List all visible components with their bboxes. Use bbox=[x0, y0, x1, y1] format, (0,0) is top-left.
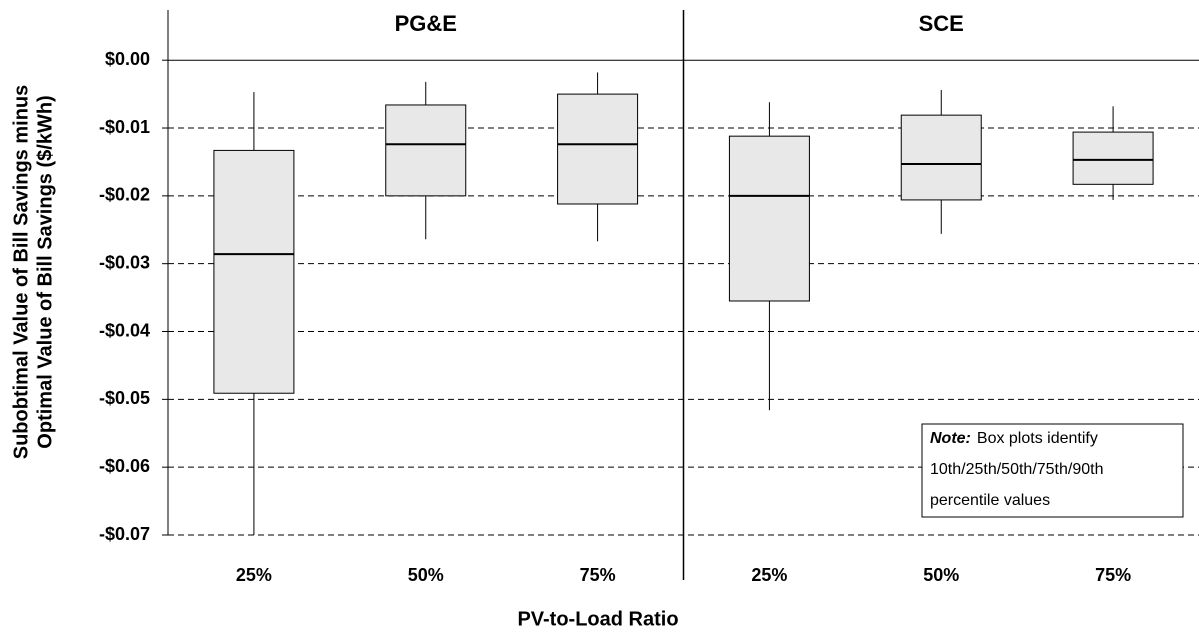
note-text: 10th/25th/50th/75th/90th bbox=[930, 461, 1103, 478]
note-line: Box plots identify bbox=[977, 430, 1098, 447]
y-tick-label: -$0.01 bbox=[99, 117, 150, 137]
y-tick-label: -$0.04 bbox=[99, 320, 150, 340]
box bbox=[1072, 131, 1154, 185]
y-tick-label: -$0.07 bbox=[99, 524, 150, 544]
y-tick-label: $0.00 bbox=[105, 49, 150, 69]
note-label: Note: bbox=[930, 430, 971, 447]
y-tick-label: -$0.02 bbox=[99, 185, 150, 205]
x-tick-label: 75% bbox=[580, 565, 616, 585]
box bbox=[557, 93, 639, 205]
note-text: Note: Box plots identify bbox=[930, 430, 1098, 447]
box bbox=[728, 135, 810, 302]
x-tick-label: 50% bbox=[923, 565, 959, 585]
box bbox=[213, 149, 295, 394]
y-tick-label: -$0.06 bbox=[99, 456, 150, 476]
box bbox=[900, 114, 982, 201]
x-tick-label: 50% bbox=[408, 565, 444, 585]
y-axis-title: Optimal Value of Bill Savings ($/kWh) bbox=[34, 95, 56, 448]
note-text: percentile values bbox=[930, 492, 1050, 509]
x-tick-label: 25% bbox=[236, 565, 272, 585]
note-box bbox=[921, 423, 1184, 518]
panel-title: SCE bbox=[919, 11, 964, 36]
x-axis-title: PV-to-Load Ratio bbox=[517, 608, 678, 630]
x-tick-label: 25% bbox=[751, 565, 787, 585]
y-axis-title: Subobtimal Value of Bill Savings minus bbox=[10, 85, 32, 460]
box bbox=[385, 104, 467, 197]
y-tick-label: -$0.05 bbox=[99, 388, 150, 408]
x-tick-label: 75% bbox=[1095, 565, 1131, 585]
panel-title: PG&E bbox=[395, 11, 457, 36]
y-tick-label: -$0.03 bbox=[99, 252, 150, 272]
